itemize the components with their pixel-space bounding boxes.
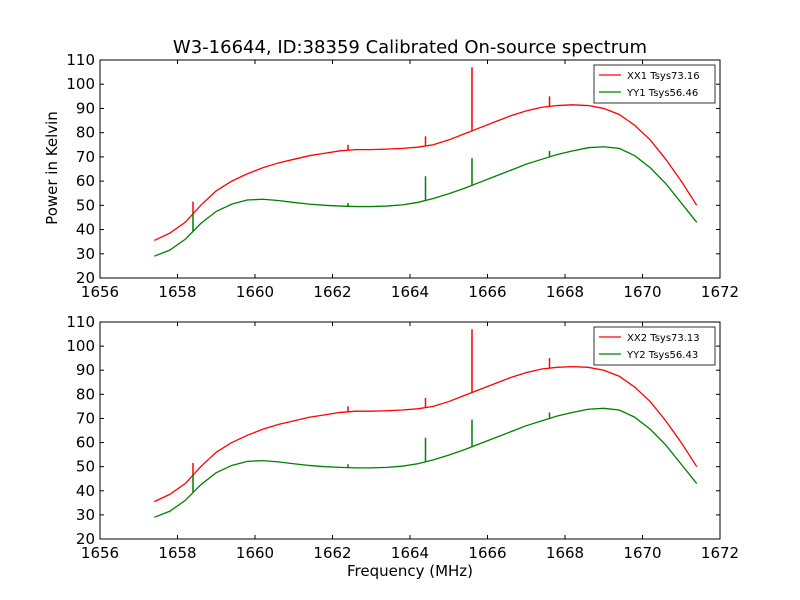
series-line (153, 365, 698, 503)
y-tick-label: 30 (76, 506, 95, 524)
y-tick-label: 60 (76, 172, 95, 190)
x-tick-label: 1666 (468, 544, 506, 562)
y-tick-label: 20 (76, 269, 95, 287)
y-tick-label: 100 (66, 75, 95, 93)
x-tick-label: 1664 (391, 544, 429, 562)
y-tick-label: 60 (76, 434, 95, 452)
x-tick-label: 1658 (158, 544, 196, 562)
x-tick-label: 1662 (313, 544, 351, 562)
legend: XX2 Tsys73.13 YY2 Tsys56.43 (593, 326, 716, 366)
y-tick-label: 70 (76, 148, 95, 166)
x-tick-label: 1656 (81, 544, 119, 562)
legend-label: YY1 Tsys56.46 (626, 88, 698, 99)
y-tick-label: 40 (76, 482, 95, 500)
y-tick-label: 50 (76, 458, 95, 476)
y-tick-label: 50 (76, 196, 95, 214)
y-tick-label: 40 (76, 221, 95, 239)
x-tick-label: 1668 (546, 544, 584, 562)
y-tick-label: 80 (76, 385, 95, 403)
legend: XX1 Tsys73.16 YY1 Tsys56.46 (593, 64, 716, 104)
legend-label: YY2 Tsys56.43 (626, 350, 698, 361)
legend-box (593, 64, 716, 104)
y-axis-label: Power in Kelvin (43, 111, 61, 225)
x-tick-label: 1658 (158, 283, 196, 301)
chart-panel-1: 1656 1658 1660 1662 1664 1666 1668 1670 1672 20 30… (66, 51, 739, 301)
x-tick-label: 1662 (313, 283, 351, 301)
x-tick-label: 1656 (81, 283, 119, 301)
chart-panels: 1656 1658 1660 1662 1664 1666 1668 1670 1672 20 30… (66, 51, 739, 562)
series-line (154, 146, 698, 257)
series-2 (154, 407, 698, 518)
x-tick-label: 1660 (236, 283, 274, 301)
series-1 (153, 67, 698, 242)
y-tick-label: 110 (66, 313, 95, 331)
x-tick-label: 1666 (468, 283, 506, 301)
series-2 (154, 146, 698, 257)
x-tick-label: 1672 (701, 283, 739, 301)
y-tick-label: 90 (76, 99, 95, 117)
x-tick-label: 1660 (236, 544, 274, 562)
series-1 (153, 329, 698, 503)
chart-panel-2: 1656 1658 1660 1662 1664 1666 1668 1670 1672 20 30… (66, 313, 739, 562)
y-tick-label: 20 (76, 530, 95, 548)
chart-title: W3-16644, ID:38359 Calibrated On-source … (173, 37, 647, 58)
y-tick-label: 90 (76, 361, 95, 379)
y-tick-label: 110 (66, 51, 95, 69)
y-tick-label: 100 (66, 337, 95, 355)
x-axis-label: Frequency (MHz) (347, 562, 473, 580)
x-tick-label: 1668 (546, 283, 584, 301)
series-line (154, 407, 698, 518)
legend-box (593, 326, 716, 366)
legend-label: XX2 Tsys73.13 (627, 333, 700, 344)
y-tick-label: 80 (76, 124, 95, 142)
x-tick-label: 1670 (623, 283, 661, 301)
y-tick-label: 30 (76, 245, 95, 263)
x-tick-label: 1670 (623, 544, 661, 562)
x-tick-label: 1664 (391, 283, 429, 301)
series-line (153, 104, 698, 242)
legend-label: XX1 Tsys73.16 (627, 71, 700, 82)
y-tick-label: 70 (76, 409, 95, 427)
x-tick-label: 1672 (701, 544, 739, 562)
